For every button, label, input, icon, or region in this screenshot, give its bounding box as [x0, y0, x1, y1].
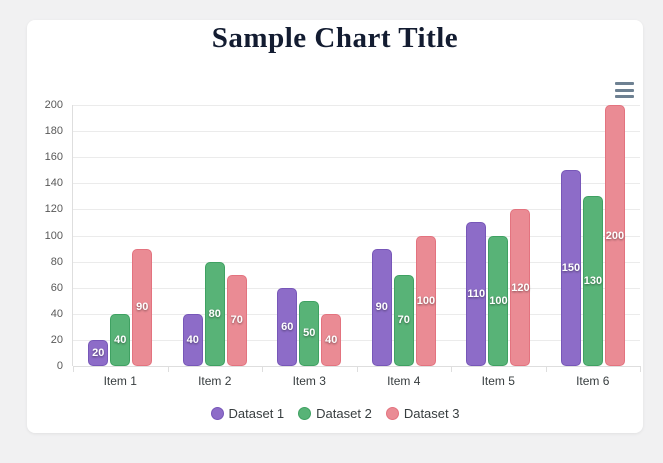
bar-dataset-1-item-5[interactable]: 110	[466, 222, 487, 366]
legend-marker-icon	[385, 407, 399, 420]
bar-value-label: 150	[561, 262, 581, 275]
legend-marker-icon	[298, 407, 312, 420]
bar-dataset-1-item-1[interactable]: 20	[88, 339, 109, 366]
bar-dataset-1-item-2[interactable]: 40	[182, 313, 203, 366]
bar-value-label: 80	[208, 307, 221, 320]
y-axis-label: 120	[44, 203, 63, 216]
chart-title: Sample Chart Title	[211, 22, 459, 54]
bar-value-label: 50	[303, 327, 316, 340]
legend-item-dataset-2[interactable]: Dataset 2	[298, 406, 372, 421]
plot-area: 20 40 90 40 80 70 60 50 40 90 70 100 110 100 120 150 130…	[72, 105, 641, 372]
y-axis-label: 180	[44, 125, 63, 138]
legend-label: Dataset 1	[228, 406, 285, 421]
bar-dataset-2-item-4[interactable]: 70	[393, 274, 414, 366]
bar-value-label: 70	[230, 314, 243, 327]
bar-value-label: 100	[489, 294, 508, 307]
bar-dataset-2-item-3[interactable]: 50	[299, 300, 320, 366]
bar-value-label: 40	[186, 333, 199, 346]
x-axis-label: Item 6	[576, 374, 610, 388]
y-axis-label: 160	[44, 151, 63, 164]
gridline	[73, 209, 640, 211]
y-axis-label: 40	[50, 307, 63, 320]
bar-value-label: 20	[92, 346, 105, 359]
bar-dataset-3-item-6[interactable]: 200	[604, 105, 625, 366]
bar-value-label: 90	[136, 301, 149, 314]
bar-dataset-2-item-6[interactable]: 130	[582, 196, 603, 366]
legend-item-dataset-3[interactable]: Dataset 3	[385, 406, 460, 421]
y-axis-label: 100	[44, 229, 63, 242]
x-axis-tick	[167, 366, 169, 372]
bar-value-label: 40	[114, 333, 127, 346]
bar-dataset-3-item-3[interactable]: 40	[321, 313, 342, 366]
bar-dataset-3-item-1[interactable]: 90	[132, 248, 153, 366]
bar-dataset-3-item-5[interactable]: 120	[510, 209, 531, 366]
bar-dataset-1-item-3[interactable]: 60	[277, 287, 298, 366]
y-axis-label: 20	[50, 333, 63, 346]
x-axis-label: Item 5	[481, 374, 515, 388]
bar-value-label: 120	[511, 281, 530, 294]
bar-value-label: 130	[583, 275, 603, 288]
x-axis-tick	[545, 366, 547, 372]
chart-card: Sample Chart Title 0 20 40 60 80 100 120 140 160…	[27, 20, 643, 433]
bar-value-label: 110	[467, 288, 486, 301]
gridline	[73, 235, 640, 237]
hamburger-line	[615, 82, 634, 85]
legend-marker-icon	[210, 407, 224, 420]
gridline	[73, 105, 640, 106]
bar-value-label: 70	[397, 314, 410, 327]
x-axis-tick	[640, 366, 641, 372]
gridline	[73, 287, 640, 289]
y-axis-label: 60	[50, 281, 63, 294]
x-axis-tick	[356, 366, 358, 372]
gridline	[73, 183, 640, 185]
gridline	[73, 313, 640, 315]
bar-value-label: 90	[375, 301, 388, 314]
bar-dataset-3-item-4[interactable]: 100	[415, 235, 436, 366]
hamburger-line	[615, 88, 634, 92]
x-axis-label: Item 1	[103, 374, 137, 388]
bar-dataset-2-item-5[interactable]: 100	[488, 235, 509, 366]
y-axis-label: 140	[44, 177, 63, 190]
bar-dataset-1-item-6[interactable]: 150	[560, 170, 581, 366]
bar-value-label: 200	[605, 229, 625, 242]
gridline	[73, 131, 640, 133]
x-axis-label: Item 4	[387, 374, 421, 388]
legend: Dataset 1 Dataset 2 Dataset 3	[27, 406, 643, 421]
bar-dataset-1-item-4[interactable]: 90	[371, 248, 392, 366]
x-axis-label: Item 3	[292, 374, 326, 388]
bar-value-label: 40	[325, 333, 338, 346]
bar-dataset-2-item-1[interactable]: 40	[110, 313, 131, 366]
gridline	[73, 261, 640, 263]
y-axis-line	[72, 105, 73, 366]
y-axis: 0 20 40 60 80 100 120 140 160 180 200	[27, 20, 63, 433]
hamburger-menu-icon[interactable]	[613, 80, 637, 100]
gridline	[73, 157, 640, 159]
bar-value-label: 100	[416, 294, 436, 307]
x-axis-tick	[262, 366, 263, 372]
y-axis-label: 0	[56, 360, 63, 372]
bar-dataset-3-item-2[interactable]: 70	[226, 274, 247, 366]
y-axis-label: 80	[50, 255, 63, 268]
hamburger-line	[615, 95, 634, 98]
legend-label: Dataset 3	[403, 406, 460, 421]
legend-label: Dataset 2	[316, 406, 372, 421]
x-axis-tick	[73, 366, 74, 372]
x-axis-tick	[451, 366, 452, 372]
x-axis-label: Item 2	[198, 374, 232, 388]
legend-item-dataset-1[interactable]: Dataset 1	[210, 406, 285, 421]
bar-dataset-2-item-2[interactable]: 80	[204, 261, 225, 366]
gridline	[73, 339, 640, 341]
y-axis-label: 200	[44, 99, 63, 111]
bar-value-label: 60	[281, 320, 294, 333]
